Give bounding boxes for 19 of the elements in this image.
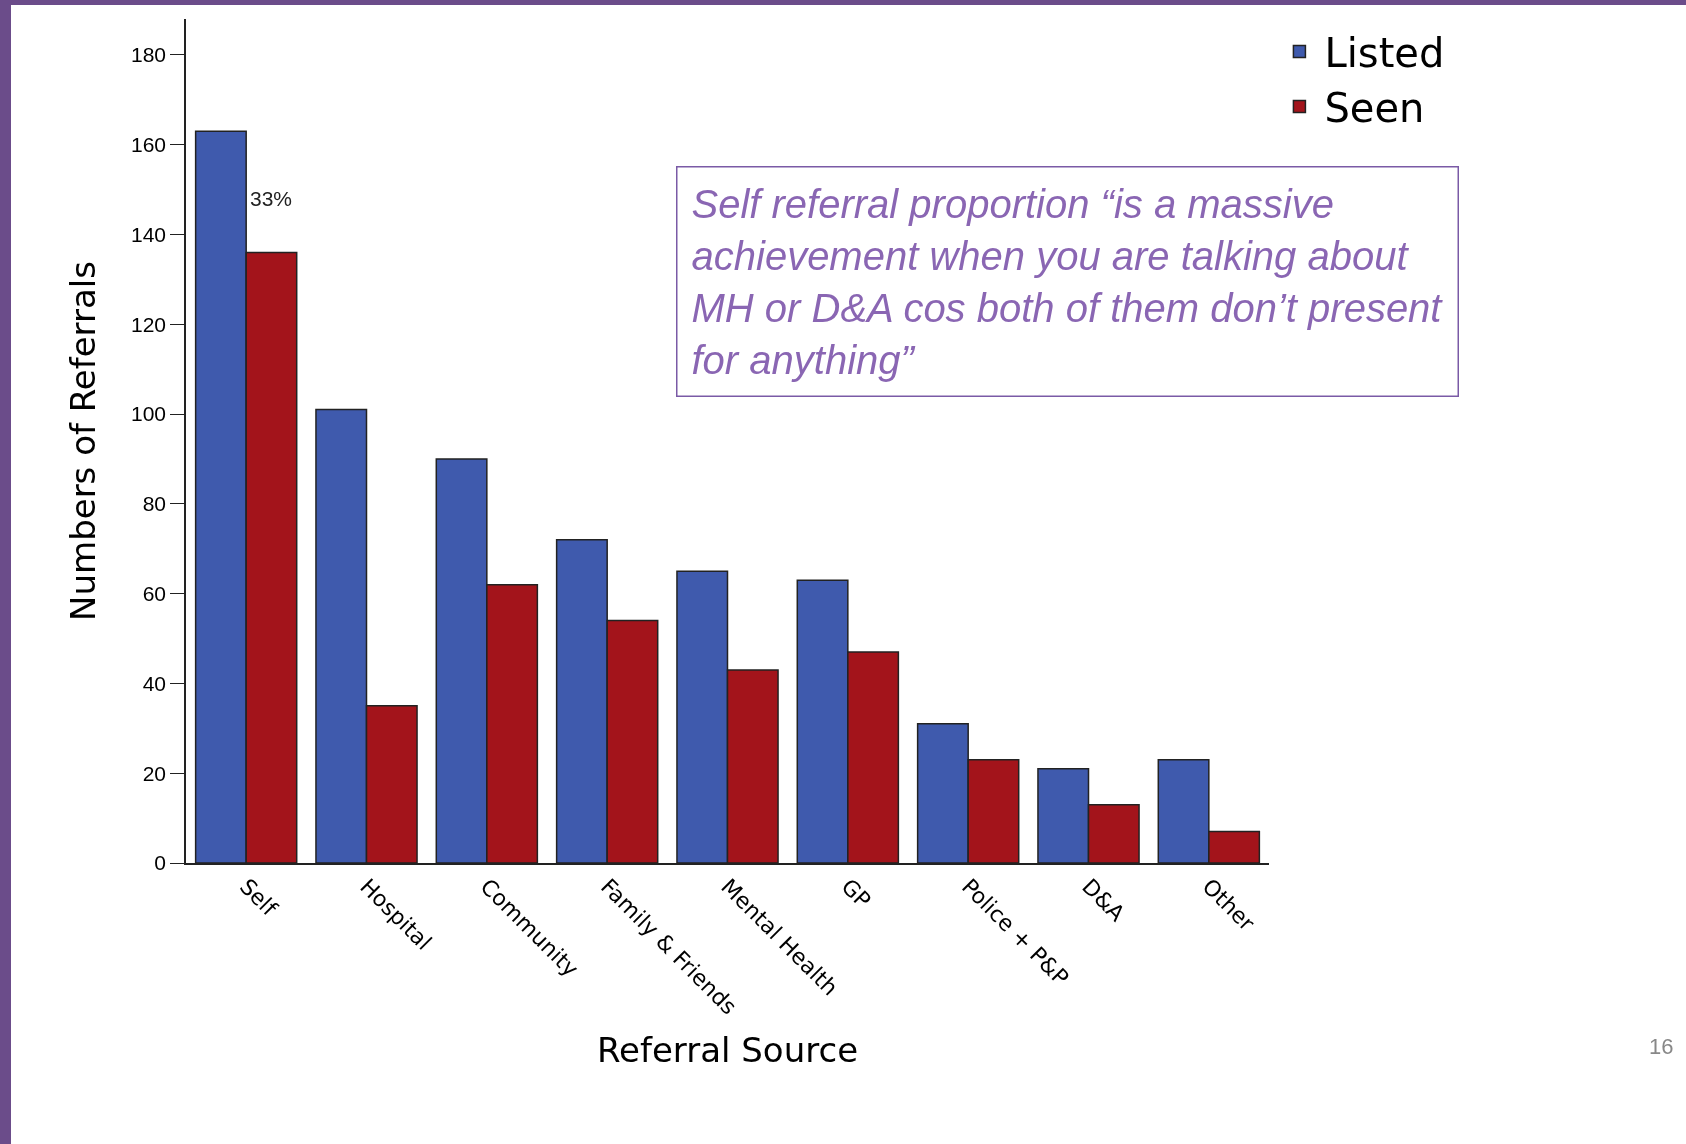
y-tick-label: 160 [131, 133, 167, 157]
y-tick-label: 40 [142, 671, 167, 695]
x-tick-label: GP [836, 873, 876, 913]
y-tick-label: 180 [131, 43, 167, 67]
annotation: Self referral proportion “is a massive achievement when you are talking about MH or D&A cos both of them don’t present for anything” [691, 181, 1444, 382]
legend-label: Seen [1324, 85, 1425, 132]
y-tick-label: 20 [142, 761, 167, 785]
x-axis-title: Referral Source [596, 1030, 859, 1071]
y-tick-label: 60 [142, 581, 167, 605]
x-tick-label: Self [234, 873, 283, 922]
y-tick-label: 140 [131, 222, 167, 246]
text: 16 [1649, 1034, 1674, 1059]
y-tick-label: 120 [131, 312, 167, 336]
legend-label: Listed [1324, 30, 1445, 77]
y-tick-label: 0 [154, 851, 167, 875]
y-tick-label: 80 [142, 492, 167, 516]
annotation: 33% [250, 187, 293, 210]
y-axis-title: Numbers of Referrals [63, 261, 104, 621]
y-tick-label: 100 [131, 402, 167, 426]
